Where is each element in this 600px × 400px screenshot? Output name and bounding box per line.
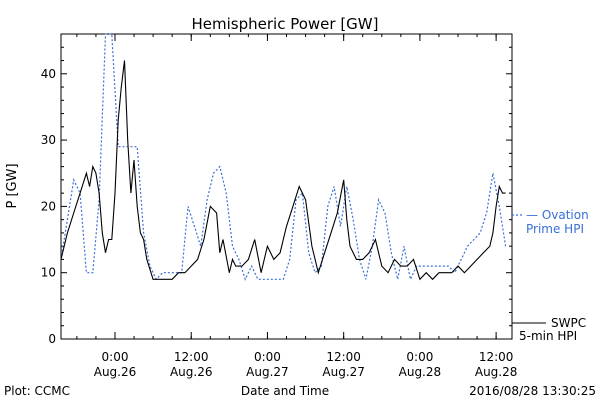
x-tick-label-date: Aug.28 [399, 365, 442, 379]
x-tick-label-time: 0:00 [406, 350, 433, 364]
y-tick-label: 20 [41, 199, 56, 213]
plot-frame [60, 33, 513, 340]
chart-title: Hemispheric Power [GW] [192, 15, 379, 33]
x-tick-label-date: Aug.26 [94, 365, 137, 379]
x-tick-label-time: 0:00 [102, 350, 129, 364]
x-tick-label-time: 12:00 [326, 350, 361, 364]
ovation-prime-hpi-line [60, 33, 507, 282]
x-tick-label-time: 0:00 [254, 350, 281, 364]
y-axis-label: P [GW] [5, 163, 20, 208]
x-axis: 0:00Aug.2612:00Aug.260:00Aug.2712:00Aug.… [76, 34, 518, 379]
y-axis: 0 10 20 30 40 [41, 46, 512, 346]
y-tick-label: 30 [41, 133, 56, 147]
y-tick-label: 40 [41, 67, 56, 81]
swpc-5-min-hpi-line [60, 60, 506, 281]
x-tick-label-time: 12:00 [174, 350, 209, 364]
footer-credit: Plot: CCMC [4, 384, 70, 398]
x-tick-label-time: 12:00 [479, 350, 514, 364]
footer-timestamp: 2016/08/28 13:30:25 [469, 384, 596, 398]
x-axis-label: Date and Time [241, 384, 329, 398]
legend-swpc-line2: 5-min HPI [519, 329, 577, 343]
x-tick-label-date: Aug.27 [246, 365, 289, 379]
legend-swpc-line1: SWPC [551, 316, 586, 330]
legend-ovation-line1: — Ovation [526, 208, 589, 222]
legend-ovation-line2: Prime HPI [526, 222, 584, 236]
x-tick-label-date: Aug.28 [475, 365, 518, 379]
x-tick-label-date: Aug.27 [322, 365, 365, 379]
x-tick-label-date: Aug.26 [170, 365, 213, 379]
series-layer [60, 33, 507, 282]
y-tick-label: 10 [41, 266, 56, 280]
y-tick-label: 0 [48, 332, 56, 346]
